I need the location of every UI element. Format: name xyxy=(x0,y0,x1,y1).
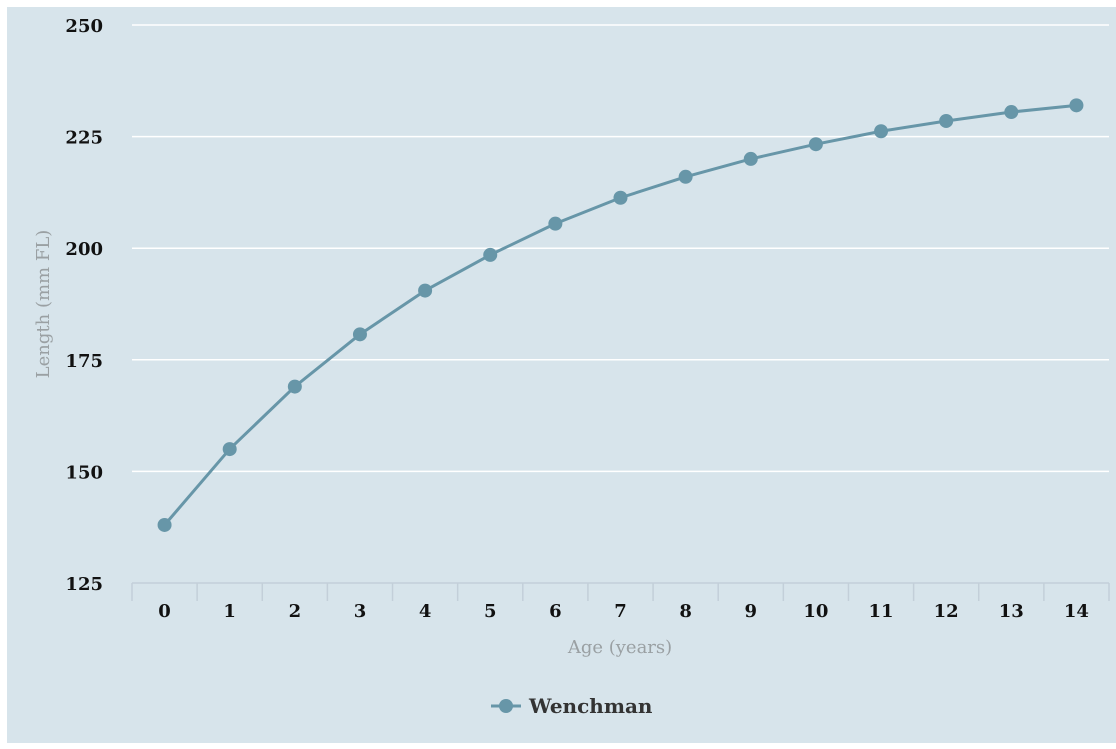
y-tick-label: 125 xyxy=(65,574,103,595)
x-tick-label: 9 xyxy=(745,601,758,622)
legend-label: Wenchman xyxy=(528,694,653,718)
x-axis xyxy=(131,582,1110,601)
x-tick-label: 10 xyxy=(803,601,828,622)
data-point[interactable] xyxy=(1069,98,1084,113)
x-tick-label: 2 xyxy=(289,601,302,622)
data-point[interactable] xyxy=(743,151,758,166)
chart-panel xyxy=(7,7,1116,743)
y-tick-label: 250 xyxy=(65,16,103,37)
data-point[interactable] xyxy=(157,517,172,532)
y-tick-label: 150 xyxy=(65,462,103,483)
x-tick-label: 8 xyxy=(679,601,692,622)
x-tick-label: 14 xyxy=(1064,601,1089,622)
data-point[interactable] xyxy=(418,283,433,298)
x-tick-label: 11 xyxy=(869,601,894,622)
data-point[interactable] xyxy=(287,379,302,394)
data-point[interactable] xyxy=(939,113,954,128)
x-tick-label: 1 xyxy=(223,601,236,622)
x-tick-label: 0 xyxy=(158,601,171,622)
y-axis-ticks: 125 150 175 200 225 250 xyxy=(65,16,103,595)
y-axis-title: Length (mm FL) xyxy=(33,230,54,379)
x-axis-ticks: 0 1 2 3 4 5 6 7 8 9 10 11 12 13 14 xyxy=(158,601,1089,622)
y-tick-label: 175 xyxy=(65,351,103,372)
legend-item-wenchman[interactable]: Wenchman xyxy=(491,694,653,718)
x-tick-label: 5 xyxy=(484,601,497,622)
data-point[interactable] xyxy=(548,216,563,231)
x-axis-title: Age (years) xyxy=(567,637,672,658)
x-tick-label: 4 xyxy=(419,601,432,622)
data-point[interactable] xyxy=(222,442,237,457)
x-tick-label: 13 xyxy=(999,601,1024,622)
data-point[interactable] xyxy=(1004,105,1019,120)
gridlines xyxy=(132,24,1109,473)
y-tick-label: 200 xyxy=(65,239,103,260)
x-tick-label: 6 xyxy=(549,601,562,622)
x-tick-label: 3 xyxy=(354,601,367,622)
series-wenchman xyxy=(157,98,1084,532)
legend-marker xyxy=(499,699,513,713)
data-point[interactable] xyxy=(613,190,628,205)
y-tick-label: 225 xyxy=(65,128,103,149)
data-point[interactable] xyxy=(483,247,498,262)
data-point[interactable] xyxy=(352,327,367,342)
series-line xyxy=(163,103,1077,526)
data-point[interactable] xyxy=(678,169,693,184)
x-tick-label: 7 xyxy=(614,601,627,622)
x-tick-label: 12 xyxy=(934,601,959,622)
data-point[interactable] xyxy=(874,124,889,139)
data-point[interactable] xyxy=(808,137,823,152)
